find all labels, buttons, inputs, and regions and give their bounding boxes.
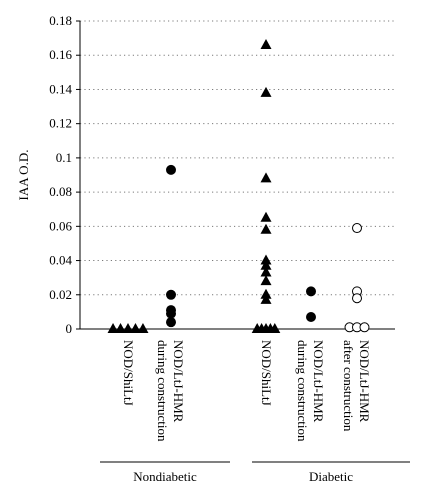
category-label-line1: NOD/LtJ-HMR [171, 340, 186, 423]
category-label-line2: during construction [155, 340, 170, 442]
open-circle-point [352, 293, 362, 304]
triangle-point [260, 38, 272, 49]
open-circle-point [359, 322, 370, 333]
y-tick-label: 0.1 [56, 150, 72, 165]
data-points [107, 38, 370, 333]
triangle-point [260, 86, 272, 97]
category-label-line1: NOD/ShiLtJ [121, 340, 136, 406]
filled-circle-point [166, 308, 176, 319]
triangle-point [260, 259, 272, 270]
y-tick-label: 0.08 [49, 184, 72, 199]
triangle-point [260, 275, 272, 286]
filled-circle-point [166, 164, 176, 175]
triangle-point [107, 323, 119, 333]
category-label-line2: after construction [341, 340, 356, 432]
axes [79, 21, 395, 330]
grid-lines [80, 20, 395, 296]
group-label: Diabetic [309, 469, 353, 484]
y-axis-title: IAA O.D. [16, 150, 31, 201]
triangle-point [260, 293, 272, 304]
y-tick-label: 0.04 [49, 253, 72, 268]
filled-circle-point [166, 317, 176, 328]
triangle-point [260, 266, 272, 277]
category-label-line1: NOD/LtJ-HMR [357, 340, 372, 423]
category-label: NOD/ShiLtJ [259, 340, 274, 406]
triangle-point [260, 211, 272, 222]
triangle-point [269, 323, 281, 333]
triangle-point [122, 323, 134, 333]
triangle-point [115, 323, 127, 333]
category-label-line1: NOD/LtJ-HMR [311, 340, 326, 423]
triangle-point [260, 254, 272, 265]
triangle-point [260, 223, 272, 234]
category-label: NOD/ShiLtJ [121, 340, 136, 406]
triangle-point [260, 172, 272, 183]
y-tick-label: 0.06 [49, 218, 72, 233]
triangle-point [260, 288, 272, 299]
group-label: Nondiabetic [133, 469, 197, 484]
y-tick-label: 0.16 [49, 47, 72, 62]
group-labels: Nondiabetic Diabetic [100, 461, 410, 484]
category-label-line1: NOD/ShiLtJ [259, 340, 274, 406]
filled-circle-point [306, 312, 316, 323]
y-tick-label: 0.12 [49, 116, 72, 131]
triangle-point [129, 323, 141, 333]
y-tick-label: 0.02 [49, 287, 72, 302]
category-label-line2: during construction [295, 340, 310, 442]
open-circle-point [352, 223, 362, 234]
filled-circle-point [306, 286, 316, 297]
y-tick-label: 0 [66, 321, 73, 336]
filled-circle-point [166, 289, 176, 300]
y-tick-label: 0.14 [49, 81, 72, 96]
y-tick-label: 0.18 [49, 13, 72, 28]
y-ticks: 0 0.02 0.04 0.06 0.08 0.1 0.12 0.14 0.16 0.18 [49, 13, 80, 336]
triangle-point [137, 323, 149, 333]
